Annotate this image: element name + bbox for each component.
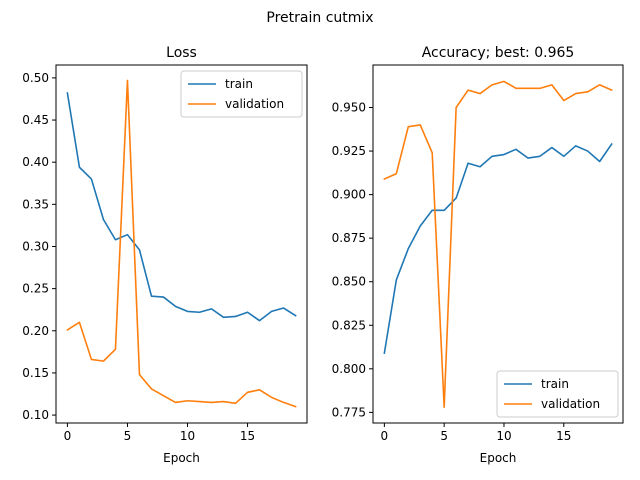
- accuracy-ytick-label: 0.800: [332, 362, 366, 376]
- loss-ytick-label: 0.50: [22, 71, 49, 85]
- loss-ytick-label: 0.20: [22, 324, 49, 338]
- accuracy-ytick-label: 0.825: [332, 318, 366, 332]
- accuracy-chart-xlabel: Epoch: [480, 451, 517, 465]
- loss-ytick-label: 0.25: [22, 282, 49, 296]
- accuracy-xtick-label: 5: [440, 429, 448, 443]
- accuracy-ytick-label: 0.850: [332, 275, 366, 289]
- loss-legend: train validation: [180, 70, 303, 118]
- loss-chart: Loss Epoch 0 5 10 15 0.10 0.15 0.20 0.25 0.30 0.3…: [22, 45, 308, 465]
- accuracy-legend-box: [496, 370, 619, 418]
- loss-plot-area: [55, 64, 308, 424]
- accuracy-ytick-label: 0.875: [332, 231, 366, 245]
- accuracy-chart: Accuracy; best: 0.965 Epoch 0 5 10 15 0.775 0…: [332, 45, 624, 465]
- accuracy-legend-label-train: train: [541, 377, 569, 391]
- accuracy-xtick-label: 10: [496, 429, 511, 443]
- loss-legend-label-train: train: [225, 77, 253, 91]
- loss-xtick-label: 15: [240, 429, 255, 443]
- loss-xtick-label: 0: [64, 429, 72, 443]
- accuracy-ytick-label: 0.925: [332, 144, 366, 158]
- accuracy-legend-label-validation: validation: [541, 397, 600, 411]
- figure-suptitle: Pretrain cutmix: [266, 10, 373, 26]
- accuracy-ytick-label: 0.900: [332, 188, 366, 202]
- loss-series-train: [66, 92, 297, 322]
- loss-series-validation: [66, 79, 297, 408]
- loss-ytick-label: 0.15: [22, 366, 49, 380]
- accuracy-series-train: [383, 142, 613, 355]
- loss-chart-xlabel: Epoch: [163, 451, 200, 465]
- loss-ytick-label: 0.45: [22, 113, 49, 127]
- accuracy-chart-title: Accuracy; best: 0.965: [422, 45, 575, 61]
- loss-xtick-label: 10: [180, 429, 195, 443]
- loss-ytick-label: 0.35: [22, 197, 49, 211]
- accuracy-series-validation: [383, 80, 613, 408]
- loss-ytick-label: 0.10: [22, 408, 49, 422]
- loss-ytick-label: 0.40: [22, 155, 49, 169]
- accuracy-xtick-label: 0: [381, 429, 389, 443]
- accuracy-plot-area: [372, 64, 624, 424]
- loss-xtick-label: 5: [124, 429, 132, 443]
- loss-chart-title: Loss: [166, 45, 197, 61]
- accuracy-ytick-label: 0.950: [332, 101, 366, 115]
- loss-legend-box: [180, 70, 303, 118]
- loss-legend-label-validation: validation: [225, 97, 284, 111]
- accuracy-legend: train validation: [496, 370, 619, 418]
- loss-ytick-label: 0.30: [22, 239, 49, 253]
- accuracy-ytick-label: 0.775: [332, 405, 366, 419]
- accuracy-xtick-label: 15: [556, 429, 571, 443]
